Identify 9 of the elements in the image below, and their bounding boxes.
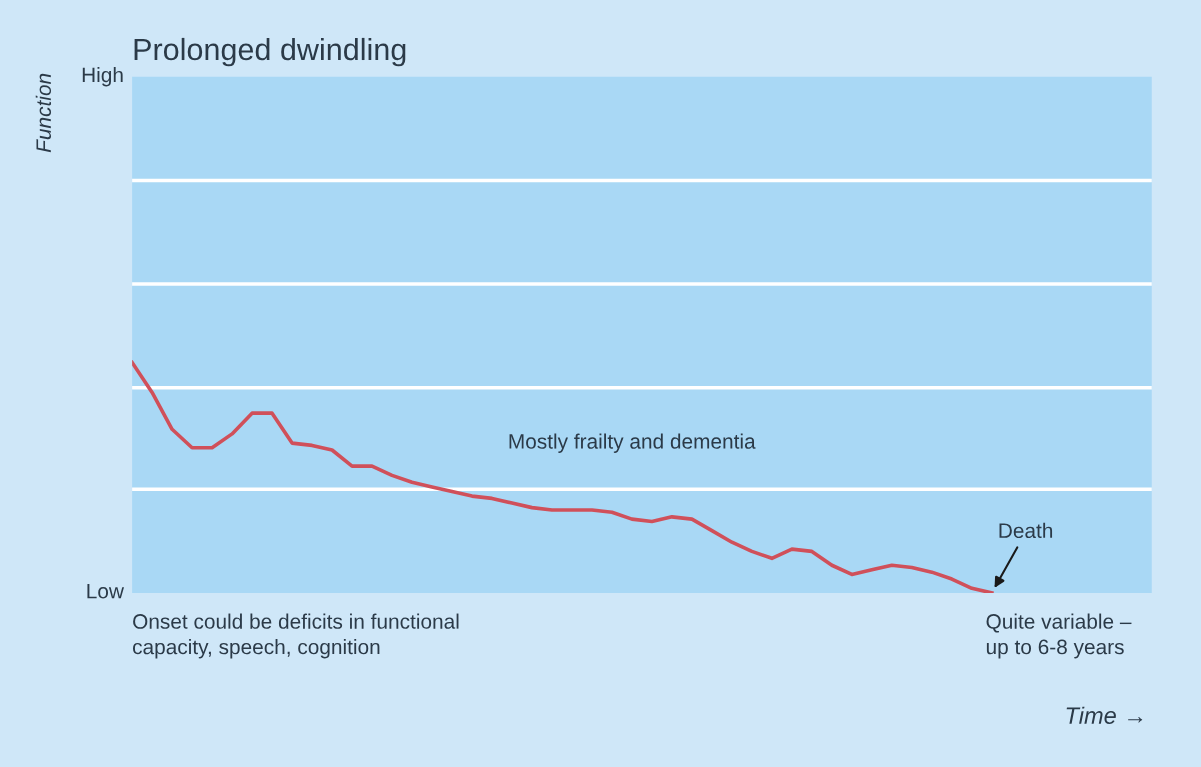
- annotation: Death: [999, 522, 1053, 539]
- annotation: Mostly frailty and dementia: [509, 433, 756, 453]
- text: Quite variable – up to 6-8 years: [986, 613, 1132, 659]
- text: Low: [87, 583, 125, 599]
- text: Function: [35, 73, 52, 153]
- x-axis-title: Time →: [1066, 706, 1143, 724]
- text: High: [82, 66, 123, 87]
- chart-title: Prolonged dwindling: [134, 37, 406, 67]
- text: Onset could be deficits in functional capacity, speech, cognition: [133, 613, 459, 659]
